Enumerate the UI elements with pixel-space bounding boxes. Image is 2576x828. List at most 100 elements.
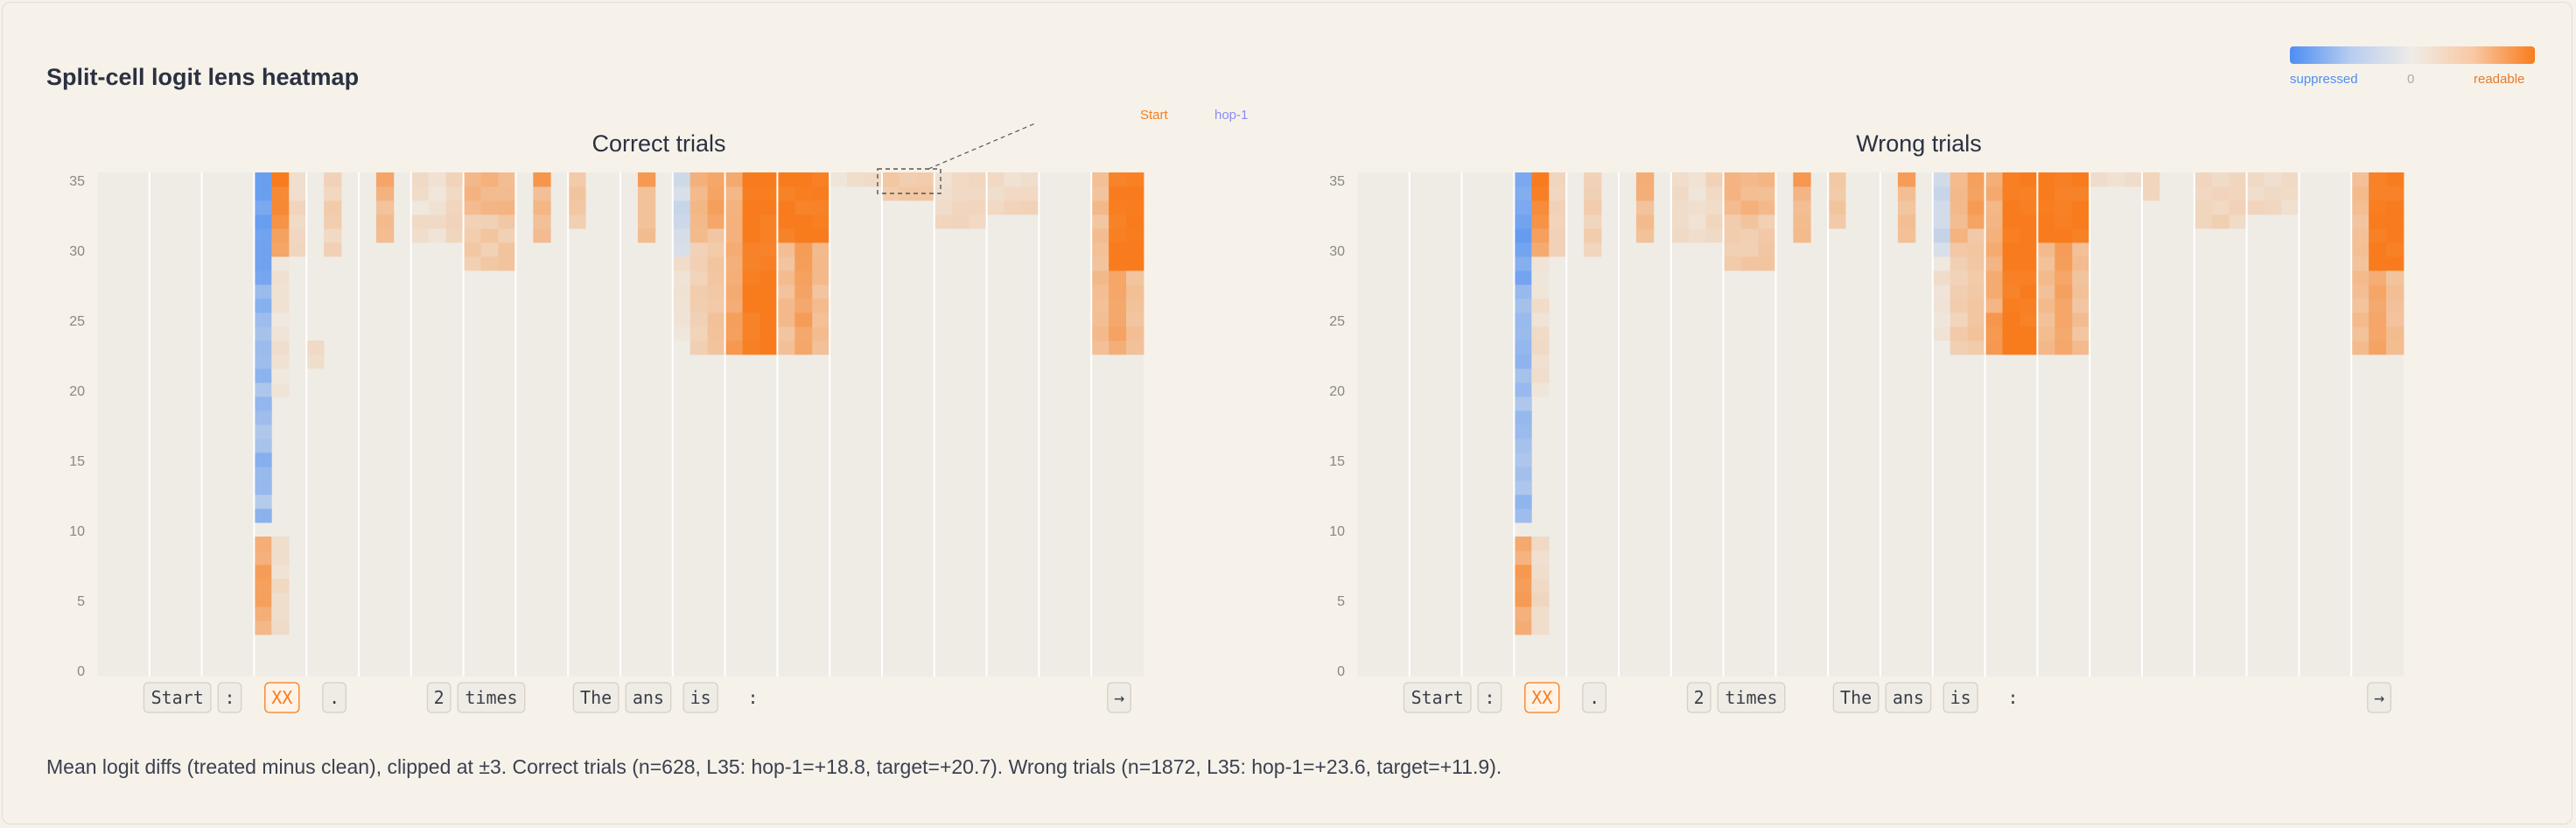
heatmap-cell — [2369, 298, 2387, 313]
heatmap-cell — [1514, 565, 1532, 579]
heatmap-cell — [445, 200, 464, 215]
heatmap-cell — [271, 593, 290, 607]
heatmap-cell — [1514, 495, 1532, 509]
heatmap-cell — [271, 382, 290, 397]
heatmap-cell — [1109, 270, 1127, 285]
heatmap-cell — [777, 284, 795, 299]
heatmap-cell — [742, 214, 760, 229]
heatmap-cell — [760, 228, 778, 243]
heatmap-cell — [375, 186, 395, 201]
heatmap-cell — [760, 200, 778, 215]
token-label: ans — [1893, 687, 1924, 708]
heatmap-cell — [2369, 256, 2387, 271]
heatmap-cell — [2072, 242, 2090, 257]
heatmap-cell — [375, 172, 395, 187]
heatmap-cell — [1967, 298, 1985, 313]
heatmap-cell — [410, 228, 430, 243]
y-tick-label: 15 — [1329, 454, 1345, 469]
heatmap-cell — [2020, 186, 2038, 201]
token-box — [625, 682, 672, 713]
token-label: is — [690, 687, 711, 708]
heatmap-cell — [1967, 214, 1985, 229]
heatmap-cell — [1758, 228, 1776, 243]
heatmap-cell — [2386, 326, 2404, 341]
heatmap-cell — [428, 172, 447, 187]
heatmap-cell — [724, 172, 743, 187]
heatmap-cell — [2351, 256, 2370, 271]
heatmap-cell — [2229, 200, 2247, 215]
heatmap-panel-wrong: 0 5 10 15 20 25 30 35 Start: XX. 2 times The ans is: → — [1329, 172, 2404, 713]
heatmap-cell — [969, 186, 987, 201]
heatmap-cell — [2072, 326, 2090, 341]
heatmap-cell — [812, 214, 830, 229]
heatmap-cell — [498, 228, 516, 243]
heatmap-cell — [707, 186, 725, 201]
token-box — [1582, 682, 1606, 713]
heatmap-cell — [1984, 270, 2003, 285]
heatmap-cell — [1967, 256, 1985, 271]
heatmap-cell — [1531, 242, 1550, 257]
heatmap-cell — [777, 200, 795, 215]
heatmap-cell — [2002, 326, 2020, 341]
heatmap-cell — [2351, 298, 2370, 313]
heatmap-cell — [1950, 326, 1969, 341]
heatmap-cell — [271, 242, 290, 257]
y-tick-label: 5 — [1337, 594, 1345, 609]
heatmap-cell — [428, 200, 447, 215]
heatmap-cell — [707, 270, 725, 285]
heatmap-cell — [1705, 172, 1724, 187]
heatmap-cell — [271, 186, 290, 201]
y-tick-label: 10 — [69, 524, 85, 539]
heatmap-cell — [1793, 214, 1811, 229]
heatmap-cell — [760, 326, 778, 341]
heatmap-cell — [2054, 214, 2073, 229]
token-box — [1524, 682, 1560, 713]
heatmap-cell — [1984, 214, 2003, 229]
heatmap-cell — [2002, 298, 2020, 313]
heatmap-cell — [637, 172, 656, 187]
heatmap-cell — [1531, 621, 1550, 635]
heatmap-cell — [1723, 242, 1741, 257]
heatmap-cell — [1635, 200, 1655, 215]
heatmap-cell — [1004, 172, 1022, 187]
heatmap-cell — [1950, 312, 1969, 327]
heatmap-cell — [794, 312, 813, 327]
heatmap-cell — [254, 509, 272, 523]
heatmap-cell — [1950, 200, 1969, 215]
heatmap-cell — [672, 270, 691, 285]
heatmap-cell — [271, 579, 290, 593]
heatmap-cell — [672, 186, 691, 201]
heatmap-cell — [2194, 186, 2213, 201]
heatmap-cell — [1531, 565, 1550, 579]
heatmap-cell — [1091, 186, 1110, 201]
heatmap-cell — [742, 270, 760, 285]
heatmap-cell — [2037, 200, 2055, 215]
heatmap-cell — [271, 298, 290, 313]
heatmap-cell — [847, 172, 865, 187]
heatmap-cell — [1126, 340, 1144, 355]
heatmap-cell — [2142, 172, 2160, 187]
heatmap-cell — [2386, 256, 2404, 271]
heatmap-cell — [707, 242, 725, 257]
heatmap-cell — [2194, 172, 2213, 187]
heatmap-cell — [2351, 200, 2370, 215]
heatmap-cell — [2020, 284, 2038, 299]
heatmap-cell — [2072, 256, 2090, 271]
callout-legend-start: Start — [1140, 108, 1168, 123]
heatmap-cell — [1635, 228, 1655, 243]
heatmap-cell — [1126, 270, 1144, 285]
heatmap-cell — [1950, 256, 1969, 271]
heatmap-cell — [1584, 172, 1602, 187]
heatmap-cell — [2002, 186, 2020, 201]
heatmap-cell — [1514, 256, 1532, 271]
heatmap-cell — [1932, 228, 1951, 243]
heatmap-cell — [2351, 186, 2370, 201]
heatmap-cell — [2194, 214, 2213, 229]
heatmap-cell — [777, 172, 795, 187]
heatmap-cell — [1984, 200, 2003, 215]
heatmap-cell — [254, 214, 272, 229]
heatmap-cell — [1126, 186, 1144, 201]
heatmap-cell — [324, 228, 342, 243]
heatmap-cell — [760, 214, 778, 229]
heatmap-cell — [1514, 326, 1532, 341]
